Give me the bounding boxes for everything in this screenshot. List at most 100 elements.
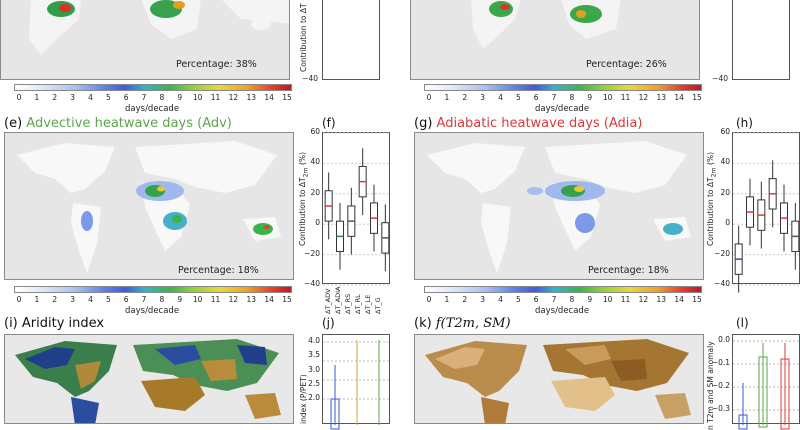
colorbar-tick: 13 — [246, 93, 257, 102]
colorbar-tick: 9 — [177, 295, 183, 304]
heatmap-advective — [17, 141, 281, 273]
boxplot-j — [322, 334, 391, 430]
y-tick: 40 — [720, 157, 730, 167]
boxplot-l-plot — [733, 340, 800, 430]
colorbar-tick: 4 — [88, 295, 93, 304]
map-top-left: Percentage: 38% — [0, 0, 290, 80]
colorbar-ticks: 0 1 2 3 4 5 6 7 8 9 10 11 12 13 14 15 — [14, 93, 292, 103]
colorbar-tick: 0 — [16, 295, 22, 304]
box-0 — [734, 225, 743, 293]
colorbar-tick: 9 — [587, 93, 593, 102]
panel-letter-h: (h) — [736, 116, 753, 130]
colorbar-tick: 4 — [88, 93, 93, 102]
colorbar-tick: 15 — [692, 93, 702, 102]
y-tick: 0.0 — [718, 335, 730, 344]
aridity-map — [15, 339, 281, 423]
colorbar-tick: 6 — [123, 295, 129, 304]
colorbar-tick: 15 — [692, 295, 702, 304]
map-aridity — [4, 334, 294, 424]
colorbar-tick: 11 — [210, 93, 221, 102]
colorbar-tick: 15 — [282, 295, 292, 304]
y-tick: −40 — [304, 279, 320, 288]
colorbar-tick: 11 — [620, 295, 631, 304]
colorbar-tick: 8 — [569, 93, 575, 102]
colorbar-tick: 10 — [602, 93, 613, 102]
y-tick: −0.1 — [711, 358, 730, 367]
colorbar-tick: 1 — [34, 295, 40, 304]
colorbar-tick: 12 — [638, 93, 649, 102]
heatmap-top-right — [471, 0, 621, 49]
colorbar-tick: 0 — [16, 93, 22, 102]
panel-letter-f: (f) — [322, 116, 336, 130]
percentage-label: Percentage: 26% — [586, 59, 667, 70]
colorbar-tick: 11 — [620, 93, 631, 102]
y-tick: −20 — [714, 248, 730, 258]
y-tick: −0.3 — [711, 404, 730, 413]
percentage-label: Percentage: 18% — [178, 265, 259, 276]
boxplot-f-plot — [323, 132, 391, 286]
colorbar-tick: 10 — [602, 295, 613, 304]
colorbar-tick: 4 — [498, 93, 503, 102]
box-3 — [768, 160, 777, 228]
panel-letter-l: (l) — [736, 316, 749, 330]
box-4 — [370, 184, 378, 252]
colorbar-tick: 13 — [246, 295, 257, 304]
map-advective: Percentage: 18% — [4, 132, 294, 280]
colorbar-tick: 10 — [192, 93, 203, 102]
map-adiabatic: Percentage: 18% — [414, 132, 704, 280]
y-tick: 20 — [310, 187, 320, 197]
y-tick: 60 — [310, 127, 320, 136]
panel-title-g: (g) Adiabatic heatwave days (Adia) — [414, 116, 643, 131]
colorbar-tick: 12 — [638, 295, 649, 304]
boxplot-top-right — [732, 0, 790, 80]
percentage-label: Percentage: 18% — [588, 265, 669, 276]
colorbar-tick: 12 — [228, 93, 239, 102]
y-tick: −40 — [712, 74, 728, 83]
y-tick: 0 — [315, 218, 320, 228]
colorbar-tick: 9 — [177, 93, 183, 102]
colorbar — [424, 286, 702, 293]
x-tick: ΔT_RS — [344, 293, 352, 314]
box-4 — [780, 184, 788, 252]
colorbar-tick: 8 — [569, 295, 575, 304]
colorbar-tick: 8 — [159, 93, 165, 102]
colorbar-tick: 12 — [228, 295, 239, 304]
colorbar-tick: 14 — [674, 295, 684, 304]
box-2 — [347, 187, 356, 255]
colorbar-tick: 13 — [656, 93, 667, 102]
colorbar-tick: 7 — [141, 93, 147, 102]
map-top-right: Percentage: 26% — [410, 0, 700, 80]
box-5 — [381, 204, 390, 272]
colorbar-tick: 3 — [480, 93, 485, 102]
colorbar-label: days/decade — [125, 306, 180, 316]
colorbar-ticks: 0 1 2 3 4 5 6 7 8 9 10 11 12 13 14 15 — [424, 93, 702, 103]
colorbar-tick: 2 — [462, 93, 468, 102]
colorbar-tick: 5 — [515, 93, 521, 102]
x-tick: ΔT_ADV — [324, 288, 332, 314]
colorbar-tick: 6 — [533, 93, 539, 102]
colorbar-tick: 6 — [123, 93, 129, 102]
box-2 — [757, 181, 766, 249]
colorbar-ticks: 0 1 2 3 4 5 6 7 8 9 10 11 12 13 14 15 — [14, 295, 292, 305]
colorbar-tick: 15 — [282, 93, 292, 102]
boxplot-top-left — [322, 0, 380, 80]
colorbar — [424, 84, 702, 91]
colorbar-tick: 4 — [498, 295, 503, 304]
percentage-label: Percentage: 38% — [176, 59, 257, 70]
boxplot-h — [732, 132, 800, 293]
y-tick: 3.0 — [308, 364, 320, 374]
colorbar-tick: 3 — [70, 295, 75, 304]
heatmap-top-left — [29, 0, 289, 55]
colorbar-tick: 11 — [210, 295, 221, 304]
y-tick: 2.0 — [308, 393, 320, 402]
colorbar-ticks: 0 1 2 3 4 5 6 7 8 9 10 11 12 13 14 15 — [424, 295, 702, 305]
x-tick: ΔT_G — [374, 297, 382, 314]
heatmap-adiabatic — [427, 141, 691, 273]
boxplot-j-plot — [323, 340, 391, 430]
colorbar-tick: 1 — [444, 93, 450, 102]
y-tick: 3.5 — [308, 350, 320, 360]
panel-letter-j: (j) — [322, 316, 335, 330]
colorbar-label: days/decade — [535, 306, 590, 316]
y-tick: 40 — [310, 157, 320, 167]
boxplot-l — [732, 334, 800, 430]
